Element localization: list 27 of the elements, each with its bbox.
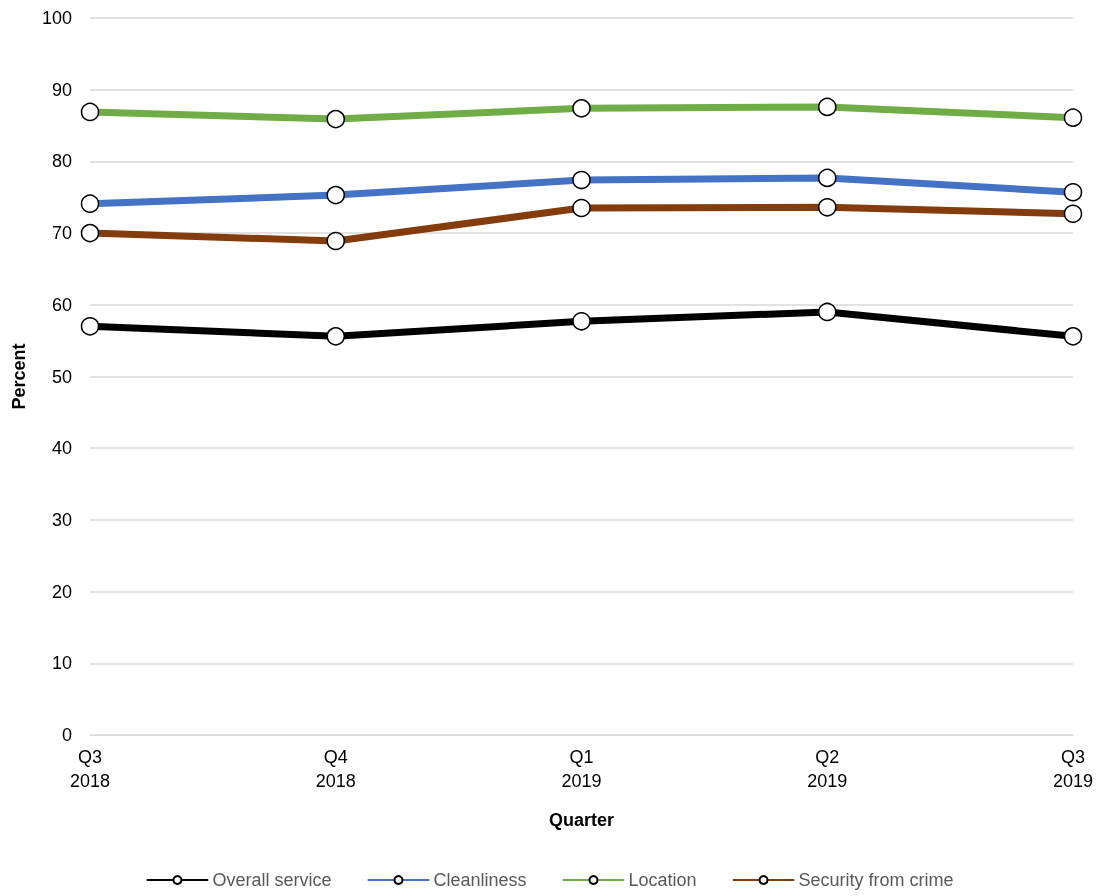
- point: [572, 312, 591, 331]
- point: [1063, 327, 1083, 346]
- y-tick-label: 90: [51, 79, 72, 100]
- y-tick-label: 100: [41, 8, 72, 28]
- point: [326, 327, 345, 346]
- legend-label: Security from crime: [798, 870, 954, 890]
- legend-label: Overall service: [212, 870, 332, 890]
- legend-label: Location: [628, 870, 697, 890]
- y-axis-title: Percent: [9, 343, 29, 410]
- x-axis-title: Quarter: [548, 810, 615, 830]
- x-tick-label: Q3 2019: [1052, 747, 1094, 791]
- x-tick-label: Q1 2019: [561, 747, 602, 791]
- point: [818, 302, 837, 322]
- legend-label: Cleanliness: [433, 870, 527, 890]
- y-tick-label: 50: [51, 366, 72, 387]
- y-tick-label: 60: [51, 294, 72, 315]
- x-tick-label: Q4 2018: [315, 747, 356, 791]
- y-tick-label: 70: [51, 223, 72, 244]
- x-tick-label: Q3 2018: [69, 747, 111, 791]
- y-tick-label: 80: [51, 151, 72, 172]
- point: [80, 317, 100, 336]
- y-tick-label: 40: [51, 438, 72, 459]
- x-tick-label: Q2 2019: [807, 747, 848, 791]
- y-tick-label: 0: [61, 725, 72, 745]
- y-tick-label: 20: [51, 581, 72, 602]
- y-tick-label: 30: [51, 509, 72, 530]
- y-tick-label: 10: [51, 653, 72, 674]
